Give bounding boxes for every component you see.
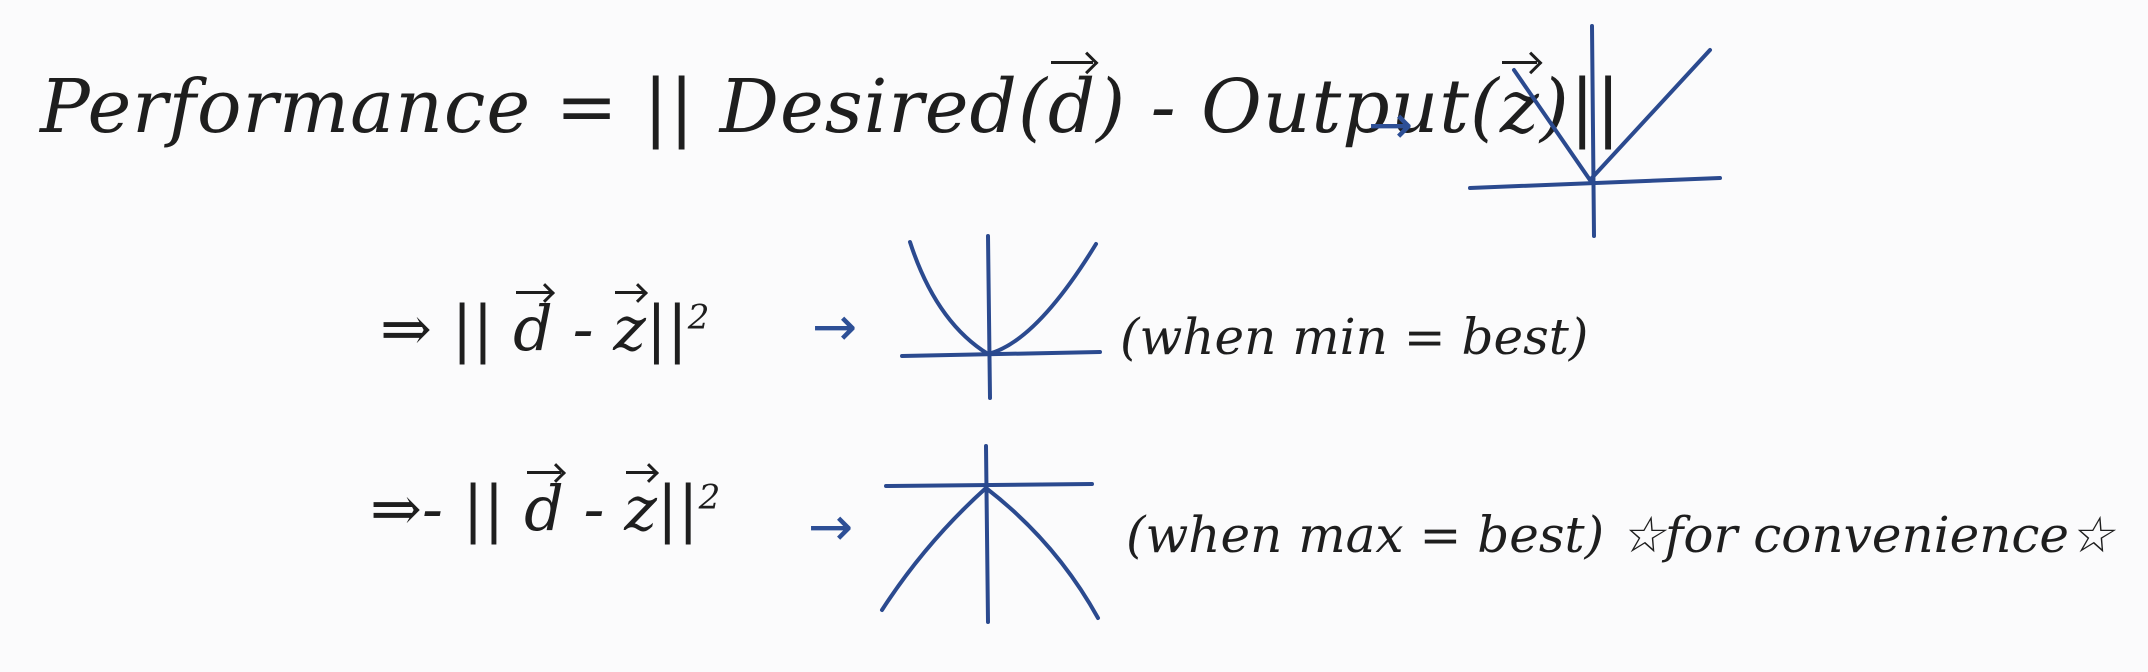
star-icon: ☆	[1620, 506, 1665, 564]
downward-parabola-graph-icon	[880, 444, 1100, 624]
output-label: Output	[1201, 64, 1470, 150]
negation-sign: -	[421, 472, 443, 545]
upward-parabola-graph-icon	[900, 234, 1102, 400]
arrow-icon: →	[808, 495, 854, 558]
max-best-note: (when max = best) ☆for convenience☆	[1126, 510, 2114, 560]
vector-z: z	[1499, 61, 1540, 150]
paren-close: )	[1096, 64, 1127, 150]
norm-close: ||	[1569, 64, 1622, 150]
paren-open: (	[1017, 64, 1048, 150]
implies-sign: ⇒	[370, 472, 422, 545]
negative-squared-norm-expression: ⇒- || d - z||2	[370, 470, 721, 545]
minus-sign: -	[583, 472, 605, 545]
minus-sign: -	[572, 292, 594, 365]
desired-label: Desired	[719, 64, 1018, 150]
performance-label: Performance	[40, 64, 532, 150]
norm-open: ||	[451, 292, 494, 365]
vector-d: d	[513, 290, 553, 365]
norm-close: ||	[645, 292, 688, 365]
arrow-icon: →	[1368, 93, 1414, 156]
exponent: 2	[687, 297, 710, 338]
vector-z: z	[613, 290, 646, 365]
paren-open: (	[1469, 64, 1500, 150]
min-best-note: (when min = best)	[1120, 308, 1589, 366]
squared-norm-expression: ⇒ || d - z||2	[380, 290, 710, 365]
norm-close: ||	[656, 472, 699, 545]
performance-equation: Performance = || Desired(d) - Output(z)|…	[40, 61, 1622, 150]
implies-sign: ⇒	[380, 292, 432, 365]
max-best-label: (when max = best)	[1126, 506, 1605, 564]
vector-d: d	[524, 470, 564, 545]
star-icon: ☆	[2069, 506, 2114, 564]
norm-open: ||	[462, 472, 505, 545]
equals-sign: =	[555, 64, 619, 150]
norm-open: ||	[643, 64, 696, 150]
vector-z: z	[624, 470, 657, 545]
minus-sign: -	[1150, 64, 1177, 150]
arrow-icon: →	[812, 295, 858, 358]
absolute-value-v-graph-icon	[1468, 24, 1722, 238]
vector-d: d	[1047, 61, 1097, 150]
convenience-comment: for convenience	[1664, 506, 2070, 564]
exponent: 2	[698, 477, 721, 518]
